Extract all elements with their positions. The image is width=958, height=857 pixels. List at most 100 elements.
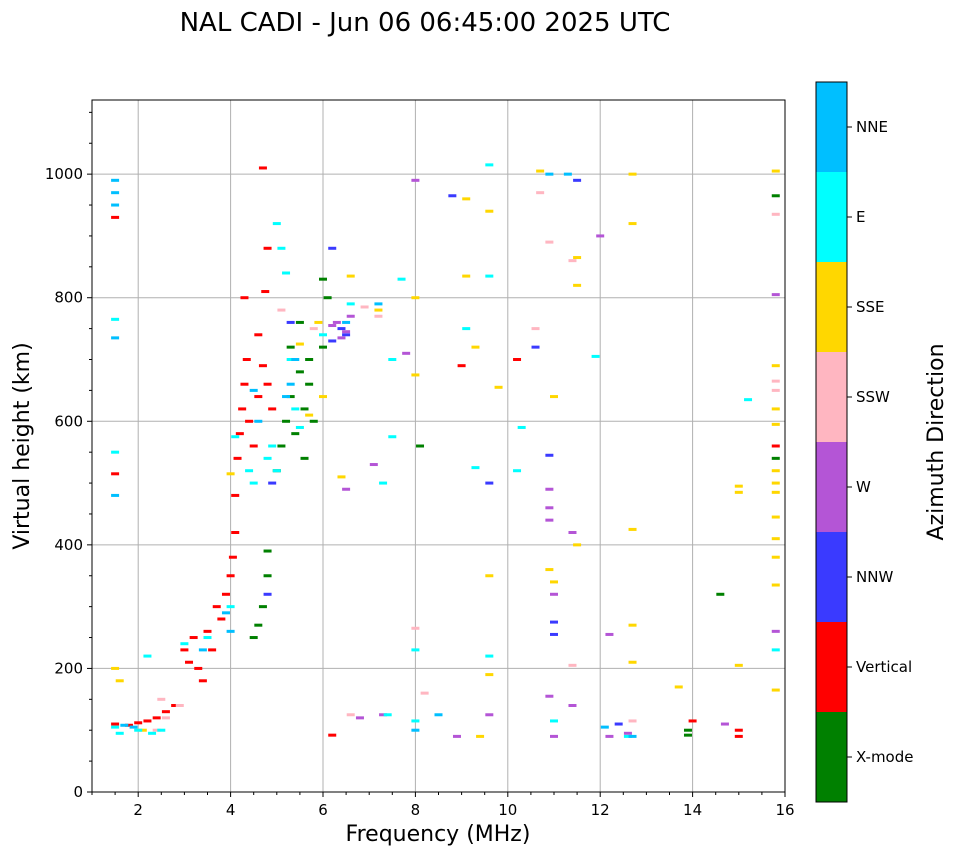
- echo-point-nne: [111, 493, 120, 497]
- echo-point-sse: [771, 422, 780, 426]
- echo-point-vertical: [240, 382, 249, 386]
- echo-point-sse: [471, 345, 480, 349]
- echo-point-nnw: [268, 481, 277, 485]
- echo-point-x-mode: [286, 345, 295, 349]
- echo-point-sse: [550, 580, 558, 584]
- echo-point-nne: [628, 734, 637, 738]
- echo-point-sse: [462, 197, 471, 201]
- echo-point-w: [596, 234, 605, 238]
- echo-point-e: [319, 333, 327, 337]
- echo-point-nnw: [286, 320, 295, 324]
- echo-point-sse: [476, 734, 485, 738]
- echo-point-sse: [305, 413, 314, 417]
- x-tick-label: 10: [498, 801, 517, 819]
- echo-point-vertical: [185, 660, 194, 664]
- echo-point-vertical: [235, 432, 244, 436]
- x-tick-label: 2: [133, 801, 143, 819]
- y-tick-label: 200: [54, 659, 83, 677]
- echo-point-nnw: [328, 246, 337, 250]
- colorbar-tick-label: X-mode: [856, 748, 913, 766]
- echo-point-x-mode: [282, 419, 291, 423]
- echo-point-nne: [226, 629, 235, 633]
- echo-point-ssw: [771, 388, 780, 392]
- plot-points: [111, 163, 780, 738]
- echo-point-nnw: [337, 327, 346, 331]
- y-axis: 0 200 400 600 800 1000: [45, 111, 92, 801]
- echo-point-e: [245, 469, 254, 473]
- echo-point-w: [623, 731, 632, 735]
- echo-point-w: [452, 734, 461, 738]
- echo-point-sse: [337, 475, 346, 479]
- echo-point-sse: [411, 296, 420, 300]
- echo-point-nnw: [573, 178, 582, 182]
- echo-point-vertical: [198, 679, 207, 683]
- echo-point-vertical: [242, 358, 251, 361]
- echo-point-e: [277, 246, 286, 250]
- echo-point-sse: [771, 555, 780, 559]
- echo-point-nnw: [550, 620, 558, 624]
- echo-point-nne: [249, 388, 258, 392]
- echo-point-sse: [226, 472, 235, 476]
- colorbar-swatch: [816, 532, 847, 622]
- echo-point-sse: [573, 256, 582, 260]
- echo-point-nne: [374, 302, 383, 306]
- echo-point-vertical: [245, 419, 254, 423]
- echo-point-vertical: [143, 719, 152, 723]
- echo-point-vertical: [513, 358, 522, 361]
- echo-point-sse: [674, 685, 683, 689]
- echo-point-w: [550, 592, 558, 596]
- echo-point-e: [383, 713, 392, 717]
- echo-point-e: [550, 719, 558, 723]
- echo-point-sse: [628, 172, 637, 176]
- echo-point-sse: [295, 342, 304, 346]
- echo-point-sse: [485, 574, 494, 578]
- echo-point-vertical: [688, 719, 697, 723]
- colorbar-swatch: [816, 352, 847, 442]
- echo-point-e: [231, 435, 240, 439]
- echo-point-w: [355, 716, 364, 720]
- echo-point-w: [568, 531, 577, 534]
- colorbar-swatch: [816, 172, 847, 262]
- echo-point-e: [249, 481, 258, 485]
- echo-point-x-mode: [319, 277, 327, 281]
- echo-point-x-mode: [263, 574, 272, 578]
- echo-point-x-mode: [319, 345, 327, 349]
- echo-point-e: [143, 654, 152, 658]
- echo-point-w: [771, 293, 780, 297]
- echo-point-nnw: [263, 592, 272, 596]
- echo-point-ssw: [346, 713, 355, 717]
- echo-point-w: [332, 320, 341, 324]
- echo-point-sse: [734, 484, 743, 488]
- echo-point-vertical: [180, 648, 189, 652]
- echo-point-e: [180, 642, 189, 646]
- echo-point-e: [485, 654, 494, 658]
- echo-point-e: [771, 648, 780, 652]
- echo-point-e: [485, 163, 494, 167]
- echo-point-vertical: [249, 444, 258, 448]
- echo-point-vertical: [208, 648, 217, 652]
- x-tick-label: 8: [411, 801, 421, 819]
- colorbar-tick-label: NNW: [856, 568, 893, 586]
- echo-point-e: [471, 466, 480, 470]
- echo-point-vertical: [263, 382, 272, 386]
- echo-point-e: [115, 731, 124, 735]
- echo-point-sse: [771, 469, 780, 473]
- echo-point-w: [328, 324, 337, 328]
- echo-point-w: [545, 506, 554, 510]
- echo-point-vertical: [771, 444, 780, 448]
- echo-point-sse: [111, 666, 120, 670]
- echo-point-e: [282, 271, 291, 275]
- echo-point-vertical: [217, 617, 226, 621]
- echo-point-ssw: [411, 626, 420, 630]
- echo-point-w: [771, 629, 780, 633]
- colorbar-swatch: [816, 262, 847, 352]
- echo-point-x-mode: [416, 444, 425, 448]
- echo-point-vertical: [111, 472, 120, 476]
- echo-point-x-mode: [305, 382, 314, 386]
- echo-point-sse: [411, 373, 420, 377]
- colorbar: X-mode Vertical NNW W SSW SSE E NNE: [815, 81, 913, 803]
- echo-point-e: [462, 327, 471, 331]
- echo-point-vertical: [263, 246, 272, 250]
- x-axis-label: Frequency (MHz): [346, 822, 531, 847]
- echo-point-w: [605, 734, 614, 738]
